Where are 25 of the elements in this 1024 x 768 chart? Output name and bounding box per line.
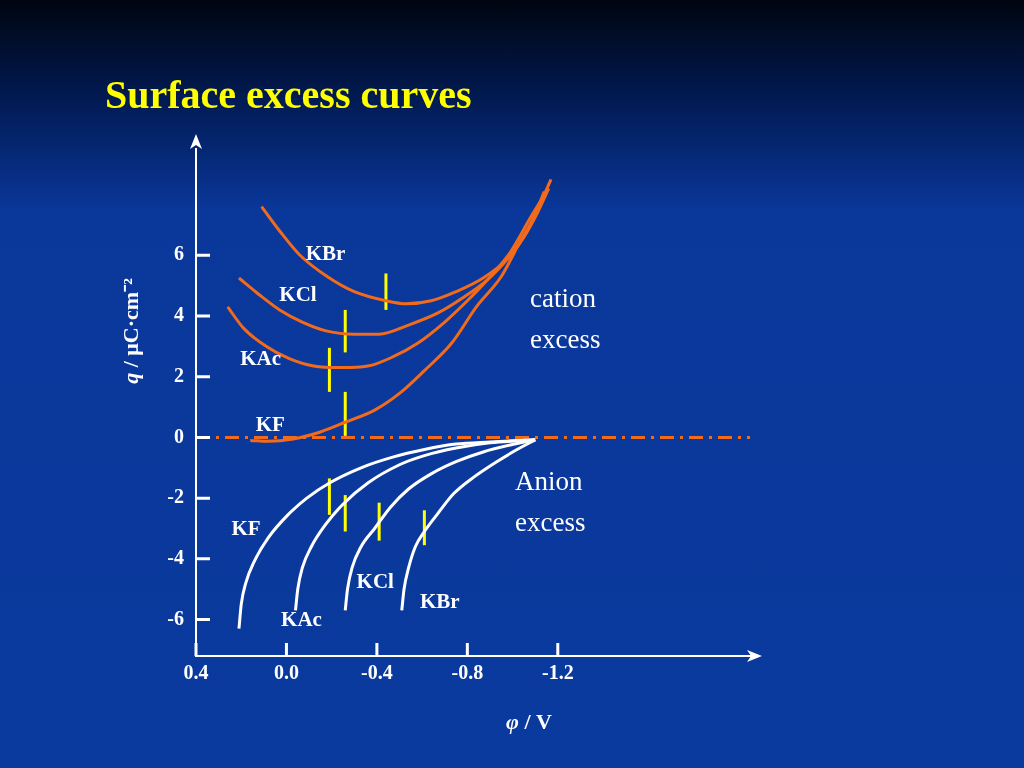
x-axis-title: φ / V bbox=[506, 709, 552, 734]
y-tick-label: -4 bbox=[167, 546, 184, 569]
chart-title: Surface excess curves bbox=[105, 71, 472, 119]
y-tick-label: -6 bbox=[167, 606, 184, 629]
series-label: KBr bbox=[419, 588, 460, 613]
x-tick-label: -0.8 bbox=[451, 661, 484, 684]
x-tick-label: -1.2 bbox=[541, 661, 574, 684]
annotation: Anion excess bbox=[515, 465, 587, 539]
series-label: KF bbox=[231, 516, 261, 541]
series-label: KAc bbox=[240, 346, 282, 371]
series-label: KBr bbox=[305, 241, 346, 266]
series-label: KCl bbox=[356, 568, 395, 593]
annotation: cation excess bbox=[530, 282, 602, 356]
y-tick-label: 4 bbox=[174, 303, 184, 326]
series-label: KAc bbox=[281, 606, 322, 631]
y-tick-label: -2 bbox=[167, 485, 184, 508]
y-tick-label: 2 bbox=[174, 363, 184, 386]
series-label: KF bbox=[255, 411, 285, 436]
x-tick-label: 0.0 bbox=[273, 661, 299, 684]
x-tick-label: 0.4 bbox=[183, 661, 209, 684]
y-axis-title: q / μC·cm⁻² bbox=[118, 278, 143, 384]
y-tick-label: 0 bbox=[174, 424, 184, 447]
x-tick-label: -0.4 bbox=[361, 661, 393, 684]
y-tick-label: 6 bbox=[174, 242, 184, 265]
series-label: KCl bbox=[279, 282, 317, 307]
